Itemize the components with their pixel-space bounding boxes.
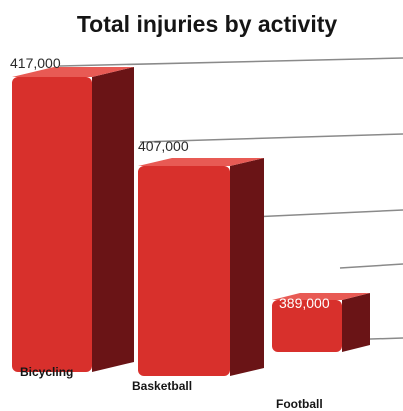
gridline xyxy=(59,57,403,67)
bar-front xyxy=(138,166,230,376)
bar-top xyxy=(138,158,264,166)
value-label: 417,000 xyxy=(10,55,61,71)
gridline xyxy=(339,263,403,269)
category-label: Bicycling xyxy=(20,365,73,379)
bar-front xyxy=(272,300,342,352)
bar-side xyxy=(230,158,264,376)
bars xyxy=(12,67,370,376)
bar-side xyxy=(342,293,370,352)
labels: 417,000 Bicycling 407,000 Basketball 389,000… xyxy=(10,55,330,411)
bar xyxy=(12,67,134,372)
value-label: 407,000 xyxy=(138,138,189,154)
bar-side xyxy=(92,67,134,372)
bar xyxy=(272,293,370,352)
chart-title: Total injuries by activity xyxy=(77,11,338,37)
category-label: Football xyxy=(276,397,323,411)
bar-front xyxy=(12,77,92,372)
bar-top xyxy=(272,293,370,300)
gridline xyxy=(139,133,403,143)
bar xyxy=(138,158,264,376)
value-label: 389,000 xyxy=(279,295,330,311)
bar-top xyxy=(12,67,134,77)
category-label: Basketball xyxy=(132,379,192,393)
